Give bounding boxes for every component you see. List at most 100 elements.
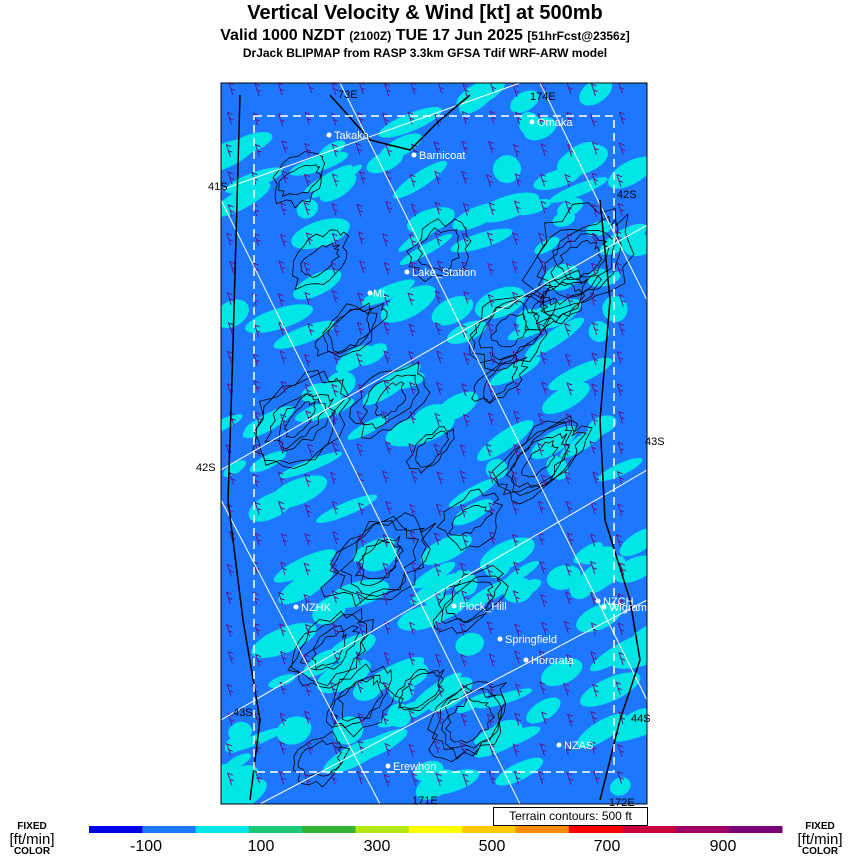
wind-barb	[410, 261, 418, 275]
wind-barb	[356, 443, 364, 457]
wind-barb	[539, 681, 547, 695]
place-lake-station[interactable]: Lake_Station	[404, 267, 477, 279]
wind-barb	[590, 383, 598, 397]
wind-barb	[592, 770, 600, 784]
place-label-lake-station: Lake_Station	[412, 267, 476, 279]
wind-barb	[459, 562, 467, 576]
lon-line	[221, 199, 521, 804]
wind-barb	[511, 350, 519, 364]
wind-barb	[434, 290, 442, 304]
place-takaka[interactable]: Takaka	[326, 130, 370, 142]
updraft-blob	[289, 151, 349, 176]
wind-barb	[408, 652, 416, 666]
updraft-blob	[548, 357, 613, 391]
wind-barb	[566, 532, 574, 546]
wind-barb	[436, 711, 444, 725]
updraft-blob	[414, 760, 444, 782]
wind-barb	[408, 743, 416, 757]
lon-line	[221, 499, 381, 804]
place-label-takaka: Takaka	[334, 130, 370, 142]
lat-line	[221, 224, 647, 471]
wind-barb	[539, 173, 547, 187]
wind-barb	[330, 261, 338, 275]
wind-barb	[433, 740, 441, 754]
wind-barb	[489, 110, 497, 124]
place-nzch[interactable]: NZCH	[595, 596, 634, 608]
lon-line	[539, 83, 647, 301]
terrain-contour	[354, 535, 404, 587]
place-label-nzch: NZCH	[603, 596, 634, 608]
wind-barb	[511, 501, 519, 515]
wind-barb	[332, 323, 340, 337]
wind-barb	[410, 203, 418, 217]
wind-barb	[409, 503, 417, 517]
wind-barb	[329, 681, 337, 695]
wind-barb	[540, 260, 548, 274]
updraft-blob	[249, 450, 287, 473]
wind-barb	[303, 353, 311, 367]
colorbar-tick-900: 900	[709, 838, 737, 855]
wind-barb	[277, 500, 285, 514]
wind-barb	[409, 381, 417, 395]
wind-barb	[618, 651, 626, 665]
updraft-blob	[291, 218, 350, 250]
wind-barb	[307, 83, 314, 94]
terrain-contour	[415, 430, 450, 468]
colorbar-swatch	[568, 826, 623, 833]
place-hororata[interactable]: Hororata	[523, 655, 575, 667]
west-coastline	[227, 94, 261, 801]
terrain-contour	[537, 215, 619, 306]
wind-barb	[564, 200, 572, 214]
wind-barb	[565, 111, 573, 125]
wind-barb	[407, 682, 415, 696]
wind-barb	[537, 442, 545, 456]
wind-barb	[490, 83, 497, 94]
wind-barb	[489, 531, 497, 545]
wind-barb	[591, 232, 599, 246]
wind-barb	[487, 140, 495, 154]
wind-barb	[591, 141, 599, 155]
place-nzas[interactable]: NZAS	[556, 740, 594, 752]
wind-barb	[589, 560, 597, 574]
lon-label-174e: 174E	[530, 91, 556, 103]
wind-barb	[462, 202, 470, 216]
wind-barb	[331, 563, 339, 577]
place-omaka[interactable]: Omaka	[529, 117, 574, 129]
wind-barb	[486, 232, 494, 246]
forecast-info: [51hrFcst@2356z]	[527, 29, 630, 43]
place-mt[interactable]: Mt	[367, 288, 386, 300]
wind-barb	[488, 502, 496, 516]
wind-barb	[566, 233, 574, 247]
updraft-blob	[360, 279, 415, 306]
place-label-mt: Mt	[373, 288, 385, 300]
wind-barb	[589, 292, 597, 306]
updraft-blob	[448, 478, 497, 508]
place-erewhon[interactable]: Erewhon	[385, 761, 437, 773]
place-nzhk[interactable]: NZHK	[293, 602, 332, 614]
colorbar-units-text-right: [ft/min]	[797, 831, 843, 848]
wind-barb	[278, 260, 286, 274]
place-springfield[interactable]: Springfield	[497, 634, 557, 646]
colorbar-swatch	[408, 826, 463, 833]
wind-barb	[303, 773, 311, 787]
place-wigram[interactable]: Wigram	[601, 602, 647, 614]
terrain-contour	[520, 439, 559, 478]
updraft-blob	[431, 296, 474, 326]
wind-barb	[618, 293, 626, 307]
colorbar-swatch	[355, 826, 410, 833]
wind-barb	[487, 412, 495, 426]
wind-barb	[381, 233, 389, 247]
wind-barb	[303, 710, 311, 724]
terrain-contour	[490, 313, 529, 348]
updraft-blob	[609, 777, 631, 796]
wind-barb	[485, 563, 493, 577]
wind-barb	[226, 111, 234, 125]
wind-barb	[254, 770, 262, 784]
place-flock-hill[interactable]: Flock_Hill	[451, 601, 507, 613]
wind-barb	[461, 110, 469, 124]
place-barnicoat[interactable]: Barnicoat	[411, 150, 466, 162]
wind-barb	[408, 621, 416, 635]
colorbar-tick-100: 100	[247, 838, 275, 855]
updraft-blob	[352, 679, 382, 701]
wind-barb	[225, 591, 233, 605]
